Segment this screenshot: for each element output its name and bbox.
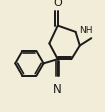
Text: O: O xyxy=(53,0,62,8)
Text: N: N xyxy=(53,83,62,96)
Text: NH: NH xyxy=(79,26,92,35)
